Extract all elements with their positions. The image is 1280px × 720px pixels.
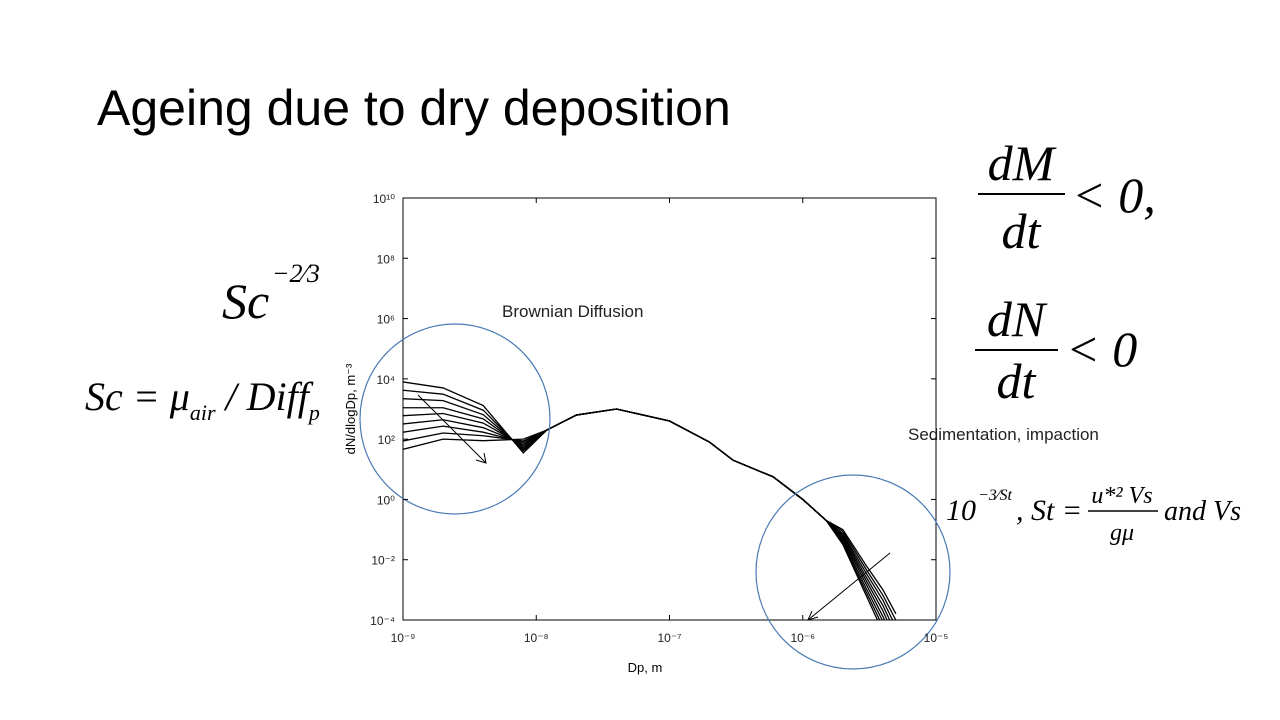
eq-numerator: u*² Vs bbox=[1091, 483, 1152, 509]
y-tick-label: 10⁴ bbox=[376, 373, 395, 387]
y-axis-label: dN/dlogDp, m⁻³ bbox=[343, 363, 358, 454]
y-tick-label: 10⁶ bbox=[377, 313, 395, 327]
annotation: Sedimentation, impaction bbox=[908, 425, 1099, 444]
highlight-circle bbox=[755, 474, 951, 670]
eq-denominator: dt bbox=[997, 353, 1037, 409]
eq-part: , St = bbox=[1016, 494, 1082, 527]
eq-sc-exponent: −2⁄3 bbox=[272, 259, 320, 288]
eq-denominator: dt bbox=[1002, 203, 1042, 259]
eq-sc-base: Sc bbox=[222, 273, 269, 329]
data-line bbox=[403, 408, 879, 620]
eq-part: Sc = μ bbox=[85, 374, 190, 419]
x-tick-label: 10⁻⁵ bbox=[924, 631, 949, 645]
eq-numerator: dN bbox=[987, 291, 1048, 347]
x-axis-label: Dp, m bbox=[628, 660, 663, 675]
y-tick-label: 10¹⁰ bbox=[373, 192, 395, 206]
y-tick-label: 10⁻⁴ bbox=[370, 614, 395, 628]
y-tick-label: 10⁸ bbox=[377, 252, 395, 266]
eq-exponent: −3⁄St bbox=[978, 487, 1012, 504]
eq-subscript: air bbox=[190, 400, 216, 425]
eq-relation: < 0 bbox=[1066, 321, 1137, 377]
arrows bbox=[417, 394, 891, 621]
y-tick-label: 10⁻² bbox=[371, 554, 395, 568]
eq-subscript: p bbox=[307, 400, 320, 425]
eq-numerator: dM bbox=[988, 135, 1057, 191]
eq-sc-definition: Sc = μair / Diffp bbox=[85, 374, 320, 425]
y-tick-label: 10⁰ bbox=[377, 493, 395, 507]
slide-title: Ageing due to dry deposition bbox=[97, 80, 731, 136]
x-tick-label: 10⁻⁸ bbox=[524, 631, 549, 645]
highlight-circle bbox=[359, 323, 551, 515]
x-tick-label: 10⁻⁶ bbox=[790, 631, 815, 645]
plot-area bbox=[403, 381, 897, 620]
x-tick-label: 10⁻⁷ bbox=[657, 631, 681, 645]
y-tick-label: 10² bbox=[378, 433, 395, 447]
eq-part: / Diff bbox=[216, 374, 314, 419]
eq-base: 10 bbox=[946, 494, 976, 527]
eq-denominator: gμ bbox=[1110, 520, 1134, 546]
eq-part: and Vs bbox=[1164, 496, 1241, 527]
annotation: Brownian Diffusion bbox=[502, 302, 643, 321]
eq-relation: < 0, bbox=[1072, 167, 1156, 223]
x-tick-label: 10⁻⁹ bbox=[391, 631, 416, 645]
